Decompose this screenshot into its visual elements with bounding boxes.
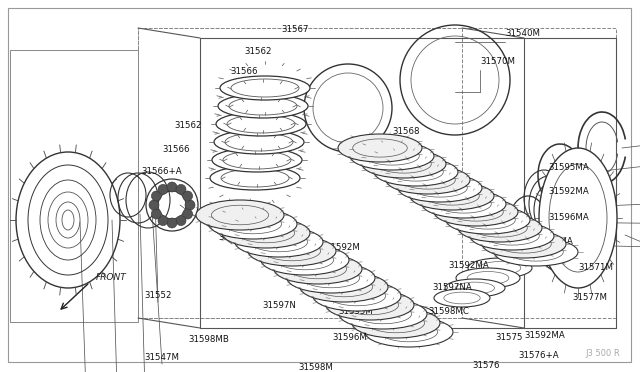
Ellipse shape bbox=[539, 148, 617, 288]
Text: 31562: 31562 bbox=[174, 122, 202, 131]
Text: 31567: 31567 bbox=[281, 26, 308, 35]
Text: 31597N: 31597N bbox=[262, 301, 296, 310]
Text: 31596M: 31596M bbox=[312, 267, 347, 276]
Text: 31596M: 31596M bbox=[332, 334, 367, 343]
Text: 31595M: 31595M bbox=[338, 308, 373, 317]
Circle shape bbox=[176, 216, 186, 225]
Text: 31576: 31576 bbox=[472, 360, 499, 369]
Ellipse shape bbox=[362, 150, 446, 178]
Ellipse shape bbox=[352, 308, 440, 338]
Ellipse shape bbox=[261, 245, 349, 275]
Ellipse shape bbox=[220, 76, 310, 100]
Ellipse shape bbox=[456, 268, 520, 288]
Ellipse shape bbox=[287, 263, 375, 293]
Text: 31592MA: 31592MA bbox=[524, 330, 564, 340]
Ellipse shape bbox=[313, 281, 401, 311]
Ellipse shape bbox=[365, 304, 435, 326]
Ellipse shape bbox=[222, 218, 310, 248]
Circle shape bbox=[167, 182, 177, 192]
Text: 31597NA: 31597NA bbox=[432, 283, 472, 292]
Ellipse shape bbox=[446, 206, 530, 234]
Ellipse shape bbox=[212, 148, 302, 172]
Ellipse shape bbox=[218, 94, 308, 118]
Text: 31598MC: 31598MC bbox=[428, 308, 469, 317]
Bar bbox=[138, 28, 616, 318]
Ellipse shape bbox=[216, 112, 306, 136]
Circle shape bbox=[149, 200, 159, 210]
Text: 31576+A: 31576+A bbox=[518, 350, 559, 359]
Ellipse shape bbox=[300, 272, 388, 302]
Ellipse shape bbox=[386, 166, 470, 194]
Circle shape bbox=[176, 185, 186, 195]
Ellipse shape bbox=[458, 214, 542, 242]
Text: 31552: 31552 bbox=[144, 291, 172, 299]
Ellipse shape bbox=[350, 142, 434, 170]
Ellipse shape bbox=[365, 317, 453, 347]
Ellipse shape bbox=[326, 290, 414, 320]
Ellipse shape bbox=[398, 174, 482, 202]
Text: FRONT: FRONT bbox=[96, 273, 127, 282]
Ellipse shape bbox=[482, 230, 566, 258]
Circle shape bbox=[158, 185, 168, 195]
Ellipse shape bbox=[214, 130, 304, 154]
Text: 31595MA: 31595MA bbox=[548, 164, 589, 173]
Text: 31566+A: 31566+A bbox=[141, 167, 182, 176]
Text: 31570M: 31570M bbox=[480, 58, 515, 67]
Text: 31575: 31575 bbox=[495, 334, 522, 343]
Circle shape bbox=[152, 191, 161, 201]
Text: 31562: 31562 bbox=[244, 48, 272, 57]
Ellipse shape bbox=[422, 190, 506, 218]
Ellipse shape bbox=[210, 166, 300, 190]
Ellipse shape bbox=[235, 227, 323, 257]
Text: 31523: 31523 bbox=[218, 234, 246, 243]
Ellipse shape bbox=[209, 209, 297, 239]
Circle shape bbox=[182, 191, 193, 201]
Ellipse shape bbox=[410, 182, 494, 210]
Ellipse shape bbox=[445, 279, 505, 297]
Text: J3 500 R: J3 500 R bbox=[585, 349, 620, 358]
Text: 31592M: 31592M bbox=[325, 244, 360, 253]
Ellipse shape bbox=[196, 200, 284, 230]
Text: 31566: 31566 bbox=[230, 67, 258, 77]
Text: 31540M: 31540M bbox=[505, 29, 540, 38]
Ellipse shape bbox=[470, 222, 554, 250]
Text: 31568: 31568 bbox=[392, 128, 419, 137]
Text: 31596MA: 31596MA bbox=[548, 214, 589, 222]
Ellipse shape bbox=[468, 258, 532, 278]
Ellipse shape bbox=[339, 299, 427, 329]
Circle shape bbox=[182, 209, 193, 219]
Circle shape bbox=[152, 209, 161, 219]
Text: 31598MB: 31598MB bbox=[188, 336, 229, 344]
Bar bbox=[10, 50, 138, 322]
Text: 31596MA: 31596MA bbox=[532, 237, 573, 247]
Ellipse shape bbox=[338, 134, 422, 162]
Ellipse shape bbox=[248, 236, 336, 266]
Ellipse shape bbox=[434, 198, 518, 226]
Circle shape bbox=[167, 218, 177, 228]
Ellipse shape bbox=[494, 238, 578, 266]
Text: 31592MA: 31592MA bbox=[548, 187, 589, 196]
Text: 31598M: 31598M bbox=[298, 363, 333, 372]
Ellipse shape bbox=[274, 254, 362, 284]
Text: 31571M: 31571M bbox=[578, 263, 613, 273]
Ellipse shape bbox=[434, 289, 490, 307]
Text: 31547M: 31547M bbox=[145, 353, 179, 362]
Circle shape bbox=[158, 216, 168, 225]
Circle shape bbox=[185, 200, 195, 210]
Ellipse shape bbox=[374, 158, 458, 186]
Text: 31577M: 31577M bbox=[572, 294, 607, 302]
Text: 31592MA: 31592MA bbox=[448, 260, 489, 269]
Text: 31566: 31566 bbox=[163, 145, 189, 154]
